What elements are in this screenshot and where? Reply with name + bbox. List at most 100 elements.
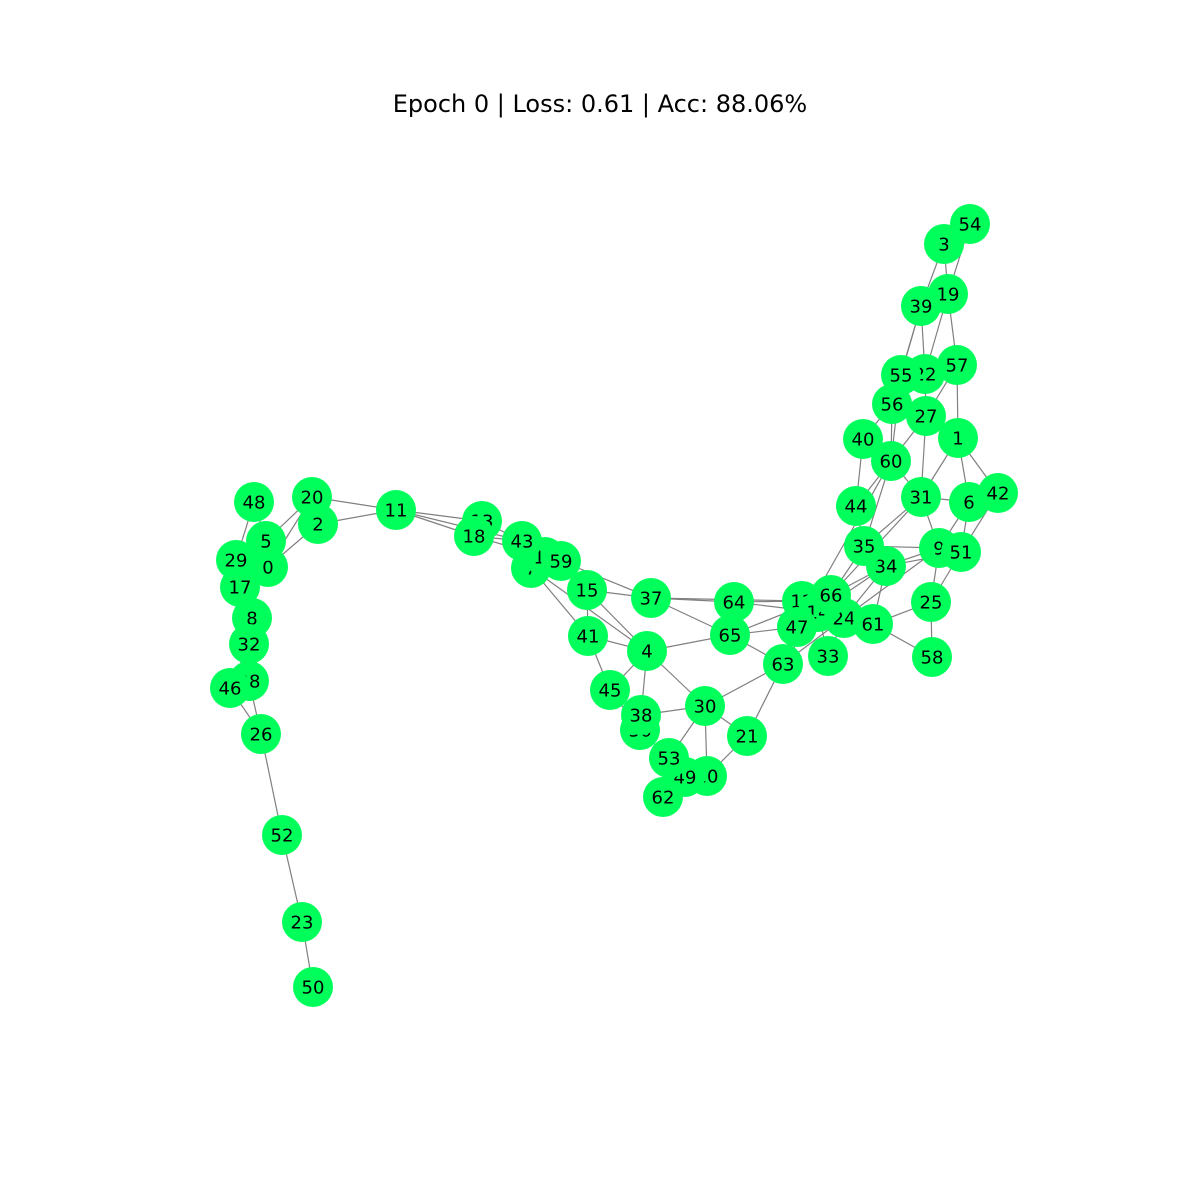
node-circle xyxy=(292,477,332,517)
node-label: 60 xyxy=(880,452,903,473)
node-40: 40 xyxy=(843,419,883,459)
node-38: 38 xyxy=(621,695,661,735)
node-label: 24 xyxy=(833,609,856,630)
node-circle xyxy=(950,204,990,244)
node-circle xyxy=(714,582,754,622)
node-label: 45 xyxy=(599,681,622,702)
node-61: 61 xyxy=(853,604,893,644)
node-15: 15 xyxy=(567,570,607,610)
node-label: 40 xyxy=(852,430,875,451)
node-label: 55 xyxy=(890,366,913,387)
node-label: 15 xyxy=(576,581,599,602)
node-label: 47 xyxy=(786,618,809,639)
node-59: 59 xyxy=(541,541,581,581)
node-31: 31 xyxy=(901,477,941,517)
node-53: 53 xyxy=(649,738,689,778)
node-23: 23 xyxy=(282,902,322,942)
node-circle xyxy=(649,738,689,778)
node-circle xyxy=(911,582,951,622)
node-30: 30 xyxy=(685,686,725,726)
node-circle xyxy=(643,777,683,817)
node-62: 62 xyxy=(643,777,683,817)
node-layer: 0123456789101112131415161718192021222324… xyxy=(210,204,1018,1007)
node-33: 33 xyxy=(808,636,848,676)
node-label: 56 xyxy=(881,395,904,416)
node-44: 44 xyxy=(836,486,876,526)
node-26: 26 xyxy=(241,714,281,754)
node-label: 48 xyxy=(243,493,266,514)
node-35: 35 xyxy=(844,526,884,566)
node-circle xyxy=(216,540,256,580)
node-circle xyxy=(906,396,946,436)
node-circle xyxy=(241,714,281,754)
node-label: 38 xyxy=(630,706,653,727)
node-47: 47 xyxy=(777,607,817,647)
node-circle xyxy=(627,631,667,671)
node-5: 5 xyxy=(246,521,286,561)
node-circle xyxy=(262,815,302,855)
node-label: 35 xyxy=(853,537,876,558)
node-circle xyxy=(763,644,803,684)
node-label: 8 xyxy=(246,609,257,630)
node-circle xyxy=(590,670,630,710)
node-27: 27 xyxy=(906,396,946,436)
node-label: 46 xyxy=(219,679,242,700)
node-label: 34 xyxy=(875,557,898,578)
node-circle xyxy=(631,578,671,618)
node-circle xyxy=(938,418,978,458)
node-label: 39 xyxy=(910,297,933,318)
node-label: 53 xyxy=(658,749,681,770)
node-label: 23 xyxy=(291,913,314,934)
node-circle xyxy=(621,695,661,735)
node-circle xyxy=(282,902,322,942)
node-58: 58 xyxy=(912,637,952,677)
node-circle xyxy=(844,526,884,566)
node-64: 64 xyxy=(714,582,754,622)
node-label: 0 xyxy=(262,558,273,579)
node-label: 21 xyxy=(736,727,759,748)
node-circle xyxy=(234,482,274,522)
node-label: 64 xyxy=(723,593,746,614)
node-label: 17 xyxy=(229,578,252,599)
node-label: 66 xyxy=(820,586,843,607)
node-circle xyxy=(246,521,286,561)
node-circle xyxy=(567,570,607,610)
node-29: 29 xyxy=(216,540,256,580)
node-circle xyxy=(912,637,952,677)
node-42: 42 xyxy=(978,473,1018,513)
node-circle xyxy=(871,441,911,481)
node-circle xyxy=(937,345,977,385)
node-label: 2 xyxy=(312,515,323,536)
node-label: 62 xyxy=(652,788,675,809)
node-label: 19 xyxy=(937,285,960,306)
chart-title: Epoch 0 | Loss: 0.61 | Acc: 88.06% xyxy=(392,90,808,118)
node-65: 65 xyxy=(710,615,750,655)
node-circle xyxy=(541,541,581,581)
node-label: 3 xyxy=(938,235,949,256)
node-circle xyxy=(941,532,981,572)
node-21: 21 xyxy=(727,716,767,756)
node-circle xyxy=(727,716,767,756)
node-66: 66 xyxy=(811,575,851,615)
node-18: 18 xyxy=(454,516,494,556)
node-56: 56 xyxy=(872,384,912,424)
node-label: 5 xyxy=(260,532,271,553)
node-label: 52 xyxy=(271,826,294,847)
node-circle xyxy=(978,473,1018,513)
node-circle xyxy=(685,686,725,726)
node-label: 41 xyxy=(577,627,600,648)
node-label: 57 xyxy=(946,356,969,377)
node-label: 4 xyxy=(641,642,652,663)
node-circle xyxy=(901,286,941,326)
node-circle xyxy=(293,967,333,1007)
node-43: 43 xyxy=(502,521,542,561)
node-circle xyxy=(853,604,893,644)
edge-layer xyxy=(229,223,999,988)
node-label: 9 xyxy=(933,539,944,560)
node-1: 1 xyxy=(938,418,978,458)
node-label: 58 xyxy=(921,648,944,669)
node-label: 25 xyxy=(920,593,943,614)
node-20: 20 xyxy=(292,477,332,517)
node-circle xyxy=(901,477,941,517)
